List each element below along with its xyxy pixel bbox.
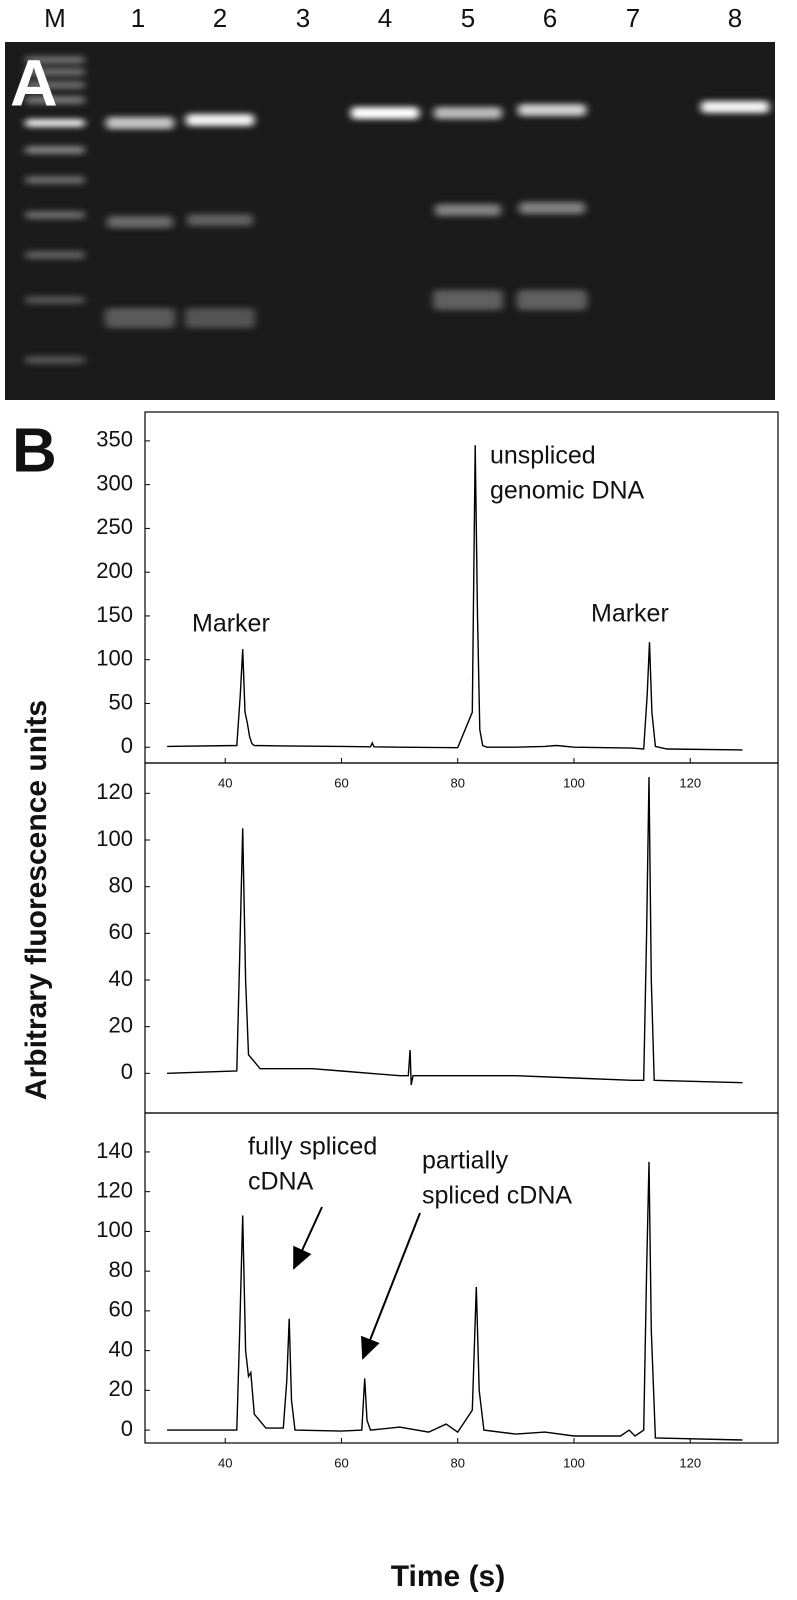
band: [25, 176, 85, 184]
x-tick-label: 100: [563, 775, 585, 790]
annotation: Marker: [192, 610, 270, 638]
band: [25, 251, 85, 259]
x-axis-label: Time (s): [391, 1560, 505, 1593]
panel-label: B: [12, 416, 57, 485]
x-tick-label: 80: [450, 1455, 464, 1470]
band: [25, 296, 85, 304]
band: [25, 211, 85, 219]
y-tick-label: 250: [96, 514, 133, 539]
band: [107, 216, 173, 228]
y-tick-label: 40: [109, 1336, 133, 1361]
arrow: [361, 1212, 421, 1360]
band: [435, 204, 501, 216]
lane-label: 6: [543, 3, 557, 33]
y-tick-label: 100: [96, 826, 133, 851]
band: [186, 114, 254, 126]
y-tick-label: 0: [121, 1059, 133, 1084]
annotation: unspliced: [490, 442, 596, 470]
lane-label: 5: [461, 3, 475, 33]
y-tick-label: 200: [96, 558, 133, 583]
x-tick-label: 80: [450, 775, 464, 790]
trace: [167, 776, 743, 1086]
band: [351, 107, 419, 119]
x-tick-label: 40: [218, 775, 232, 790]
x-tick-label: 120: [679, 1455, 701, 1470]
band: [25, 96, 85, 104]
band: [187, 214, 253, 226]
trace: [167, 445, 743, 751]
panel-label: A: [10, 45, 58, 119]
x-tick-label: 60: [334, 775, 348, 790]
band: [434, 107, 502, 119]
y-tick-label: 20: [109, 1376, 133, 1401]
band: [519, 202, 585, 214]
trace: [167, 1161, 743, 1441]
y-tick-label: 0: [121, 1416, 133, 1441]
band: [701, 101, 769, 113]
band: [25, 68, 85, 76]
y-tick-label: 50: [109, 689, 133, 714]
band: [106, 117, 174, 129]
plot-frame: [144, 411, 779, 764]
lane-labels: M 1 2 3 4 5 6 7 8: [44, 3, 742, 33]
band: [25, 81, 85, 89]
y-tick-label: 80: [109, 1257, 133, 1282]
y-tick-label: 0: [121, 733, 133, 758]
y-tick-label: 120: [96, 779, 133, 804]
annotation: Marker: [591, 600, 669, 628]
y-tick-label: 140: [96, 1138, 133, 1163]
y-tick-label: 40: [109, 966, 133, 991]
x-tick-label: 120: [679, 775, 701, 790]
y-tick-label: 300: [96, 470, 133, 495]
lane-label: M: [44, 3, 66, 33]
lane-label: 2: [213, 3, 227, 33]
y-tick-label: 80: [109, 872, 133, 897]
annotation: genomic DNA: [490, 477, 645, 505]
y-tick-label: 100: [96, 1217, 133, 1242]
arrow: [293, 1206, 323, 1270]
gel-bands: [25, 56, 769, 364]
annotation: cDNA: [248, 1168, 314, 1196]
lane-label: 8: [728, 3, 742, 33]
x-tick-label: 100: [563, 1455, 585, 1470]
band: [518, 104, 586, 116]
band: [25, 356, 85, 364]
y-tick-label: 20: [109, 1012, 133, 1037]
lane-label: 7: [626, 3, 640, 33]
band: [25, 146, 85, 154]
band: [433, 290, 503, 310]
band: [25, 56, 85, 64]
lane-label: 4: [378, 3, 392, 33]
lane-label: 1: [131, 3, 145, 33]
band: [105, 308, 175, 328]
y-tick-label: 120: [96, 1177, 133, 1202]
y-tick-label: 60: [109, 1297, 133, 1322]
band: [185, 308, 255, 328]
y-axis-label: Arbitrary fluorescence units: [20, 700, 53, 1100]
y-tick-label: 350: [96, 427, 133, 452]
y-tick-label: 100: [96, 646, 133, 671]
band: [25, 119, 85, 127]
y-tick-label: 150: [96, 602, 133, 627]
x-tick-label: 60: [334, 1455, 348, 1470]
x-tick-label: 40: [218, 1455, 232, 1470]
band: [517, 290, 587, 310]
annotation: spliced cDNA: [422, 1182, 572, 1210]
lane-label: 3: [296, 3, 310, 33]
annotation: fully spliced: [248, 1133, 377, 1161]
plot-frame: [144, 1112, 779, 1444]
y-tick-label: 60: [109, 919, 133, 944]
annotation: partially: [422, 1147, 509, 1175]
